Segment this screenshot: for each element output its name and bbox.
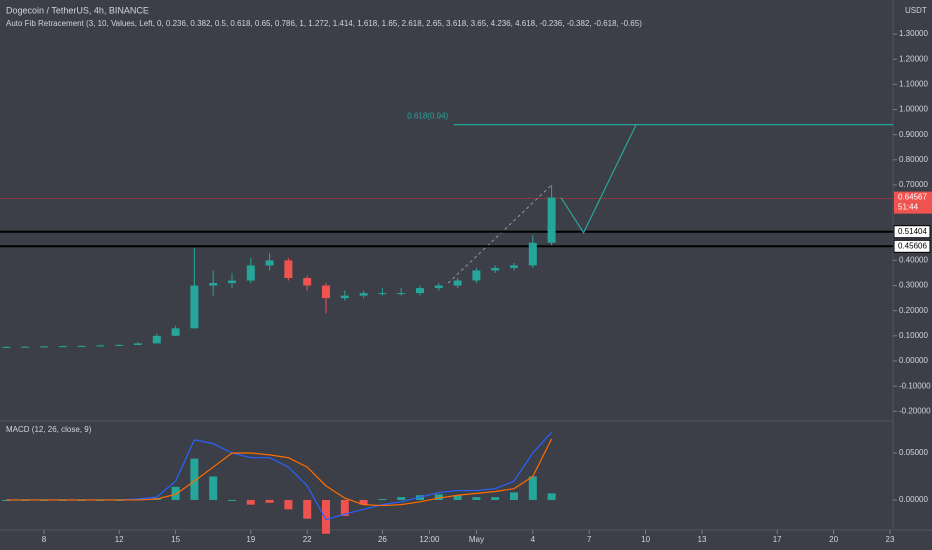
macd-histogram-bar [434, 494, 443, 500]
level-label-box [893, 225, 931, 239]
candle-body [284, 260, 293, 279]
macd-histogram-bar [397, 497, 406, 500]
macd-histogram-bar [509, 492, 518, 500]
y-tick-label: 0.90000 [899, 130, 928, 139]
candle-body [115, 344, 124, 346]
candle-body [227, 280, 236, 284]
y-tick-label: 0.20000 [899, 306, 928, 315]
candle-body [359, 293, 368, 296]
x-tick-label: 15 [171, 535, 180, 544]
x-tick-label: 4 [531, 535, 536, 544]
macd-line [6, 438, 553, 507]
x-tick-label: May [469, 535, 484, 544]
macd-histogram-bar [547, 493, 556, 500]
projection-path [560, 124, 637, 234]
candle-body [509, 265, 518, 268]
x-tick-label: 20 [829, 535, 838, 544]
x-tick-label: 8 [42, 535, 47, 544]
candle-body [209, 283, 218, 286]
level-label-box [893, 239, 931, 253]
candle-body [246, 265, 255, 281]
candle-body [2, 346, 11, 348]
x-tick-label: 26 [378, 535, 387, 544]
candle-body [472, 270, 481, 281]
indicator-label: Auto Fib Retracement (3, 10, Values, Lef… [6, 19, 642, 28]
macd-histogram-bar [284, 499, 293, 510]
candle-body [77, 345, 86, 347]
x-tick-label: 17 [773, 535, 782, 544]
y-tick-label: 1.10000 [899, 79, 928, 88]
x-tick-label: 22 [303, 535, 312, 544]
level-label: 0.45606 [898, 241, 927, 250]
candle-body [528, 242, 537, 266]
candle-body [39, 346, 48, 348]
macd-histogram-bar [190, 458, 199, 500]
macd-histogram-bar [303, 499, 312, 519]
y-tick-label: 0.70000 [899, 180, 928, 189]
y-tick-label: 1.00000 [899, 105, 928, 114]
countdown-label: 51:44 [898, 203, 919, 212]
y-tick-label: 1.30000 [899, 29, 928, 38]
x-tick-label: 7 [587, 535, 592, 544]
candle-body [303, 278, 312, 286]
y-tick-label: 0.10000 [899, 331, 928, 340]
y-tick-label: 0.00000 [899, 356, 928, 365]
macd-title: MACD (12, 26, close, 9) [6, 425, 92, 434]
macd-histogram-bar [246, 499, 255, 505]
macd-histogram-bar [227, 499, 236, 501]
candle-body [133, 343, 142, 345]
macd-y-tick-label: 0.00000 [899, 495, 928, 504]
candle-body [378, 293, 387, 295]
candle-body [434, 285, 443, 289]
candle-body [397, 293, 406, 295]
last-price-label: 0.64567 [898, 193, 927, 202]
macd-histogram-bar [171, 486, 180, 500]
y-tick-label: 0.40000 [899, 256, 928, 265]
y-tick-label: 0.80000 [899, 155, 928, 164]
candle-body [96, 345, 105, 347]
macd-histogram-bar [265, 499, 274, 503]
x-tick-label: 12 [115, 535, 124, 544]
y-tick-label: 1.20000 [899, 54, 928, 63]
candle-body [171, 328, 180, 336]
candle-body [491, 267, 500, 271]
fib-label: 0.618(0.94) [407, 112, 448, 121]
last-price-box [894, 191, 932, 214]
candle-body [190, 285, 199, 329]
candle-body [321, 285, 330, 299]
candle-body [340, 295, 349, 299]
x-tick-label: 12:00 [419, 535, 440, 544]
macd-y-tick-label: 0.05000 [899, 448, 928, 457]
macd-histogram-bar [378, 499, 387, 501]
candle-body [21, 346, 30, 348]
y-tick-label: -0.20000 [899, 406, 931, 415]
candle-body [58, 346, 67, 348]
macd-histogram-bar [209, 476, 218, 500]
currency-label: USDT [905, 6, 927, 15]
chart-title: Dogecoin / TetherUS, 4h, BINANCE [6, 5, 149, 15]
macd-histogram-bar [321, 499, 330, 534]
x-tick-label: 23 [886, 535, 895, 544]
x-tick-label: 13 [698, 535, 707, 544]
candle-body [152, 335, 161, 344]
macd-histogram-bar [491, 497, 500, 500]
candle-body [415, 288, 424, 294]
macd-histogram-bar [359, 499, 368, 505]
macd-histogram-bar [453, 495, 462, 500]
candle-body [547, 197, 556, 243]
x-tick-label: 10 [641, 535, 650, 544]
macd-histogram-bar [528, 476, 537, 500]
macd-histogram-bar [472, 497, 481, 500]
candle-body [453, 280, 462, 286]
x-tick-label: 19 [246, 535, 255, 544]
level-label: 0.51404 [898, 227, 927, 236]
y-tick-label: -0.10000 [899, 381, 931, 390]
macd-histogram-bar [340, 499, 349, 516]
y-tick-label: 0.30000 [899, 281, 928, 290]
candle-body [265, 260, 274, 266]
